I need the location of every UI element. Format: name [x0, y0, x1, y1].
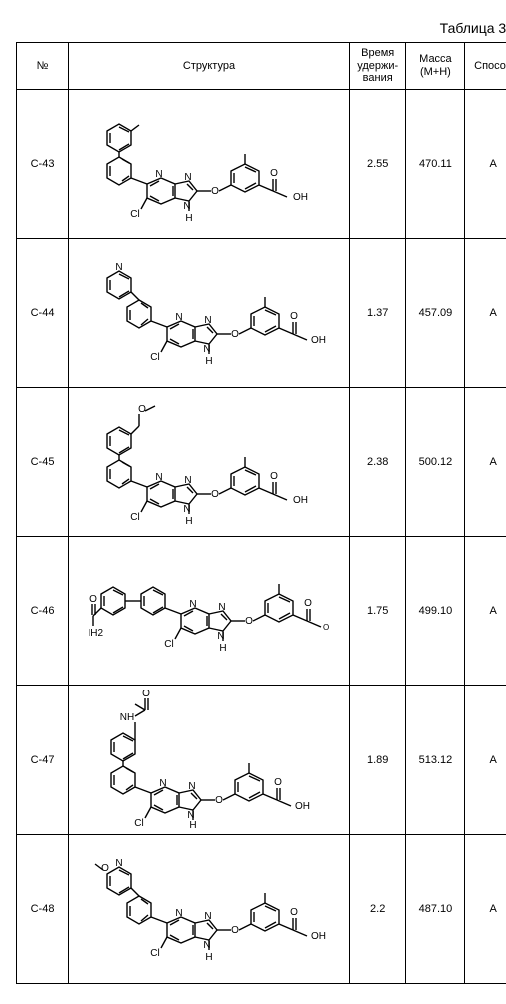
cell-retention: 1.89: [349, 685, 406, 834]
svg-text:H: H: [205, 952, 212, 963]
col-no: №: [17, 43, 69, 90]
svg-text:N: N: [115, 262, 122, 273]
svg-text:H: H: [189, 820, 196, 830]
cell-method: A: [465, 685, 506, 834]
compound-table: № Структура Время удержи-вания Масса (M+…: [16, 42, 506, 984]
svg-text:H: H: [185, 213, 192, 224]
table-title: Таблица 39: [16, 20, 506, 36]
col-structure: Структура: [69, 43, 350, 90]
svg-text:O: O: [304, 598, 312, 609]
svg-text:N: N: [155, 169, 162, 180]
cell-mass: 470.11: [406, 89, 465, 238]
cell-method: A: [465, 536, 506, 685]
svg-text:N: N: [155, 472, 162, 483]
svg-text:H: H: [219, 643, 226, 654]
cell-structure: O NH N N N H O O OH Cl: [69, 685, 350, 834]
table-row: C-48: [17, 834, 506, 983]
svg-text:N: N: [204, 911, 211, 922]
svg-text:OH: OH: [311, 931, 326, 942]
cell-no: C-47: [17, 685, 69, 834]
cell-retention: 1.75: [349, 536, 406, 685]
cell-mass: 487.10: [406, 834, 465, 983]
svg-text:H: H: [205, 356, 212, 367]
svg-text:O: O: [101, 863, 109, 874]
svg-text:Cl: Cl: [150, 352, 159, 363]
cell-method: A: [465, 89, 506, 238]
cell-structure: N N N N H O O OH Cl: [69, 238, 350, 387]
svg-text:Cl: Cl: [164, 639, 173, 650]
cell-method: A: [465, 238, 506, 387]
cell-method: A: [465, 834, 506, 983]
svg-text:N: N: [175, 312, 182, 323]
table-row: C-46: [17, 536, 506, 685]
cell-retention: 2.38: [349, 387, 406, 536]
col-method: Способ: [465, 43, 506, 90]
svg-text:O: O: [215, 795, 223, 806]
svg-text:OH: OH: [295, 801, 310, 812]
svg-text:N: N: [175, 908, 182, 919]
svg-text:OH: OH: [293, 495, 308, 506]
cell-mass: 513.12: [406, 685, 465, 834]
svg-text:Cl: Cl: [130, 209, 139, 220]
svg-text:N: N: [204, 315, 211, 326]
table-row: C-47: [17, 685, 506, 834]
svg-text:OH: OH: [311, 335, 326, 346]
cell-mass: 457.09: [406, 238, 465, 387]
cell-structure: N N N H O O OH Cl: [69, 89, 350, 238]
svg-text:N: N: [159, 778, 166, 789]
svg-text:O: O: [211, 186, 219, 197]
table-row: C-43: [17, 89, 506, 238]
header-row: № Структура Время удержи-вания Масса (M+…: [17, 43, 506, 90]
svg-text:O: O: [89, 594, 97, 605]
svg-text:OH: OH: [293, 192, 308, 203]
svg-text:N: N: [217, 631, 224, 642]
svg-text:O: O: [245, 616, 253, 627]
svg-text:O: O: [142, 690, 150, 699]
svg-text:H: H: [185, 516, 192, 527]
svg-text:O: O: [138, 404, 146, 415]
svg-text:N: N: [115, 858, 122, 869]
svg-text:N: N: [189, 599, 196, 610]
svg-text:N: N: [184, 475, 191, 486]
svg-text:N: N: [188, 781, 195, 792]
svg-text:O: O: [290, 907, 298, 918]
svg-text:O: O: [211, 489, 219, 500]
svg-text:Cl: Cl: [150, 948, 159, 959]
cell-no: C-48: [17, 834, 69, 983]
cell-no: C-46: [17, 536, 69, 685]
svg-text:OH: OH: [323, 623, 329, 632]
col-retention: Время удержи-вания: [349, 43, 406, 90]
cell-retention: 1.37: [349, 238, 406, 387]
cell-retention: 2.2: [349, 834, 406, 983]
col-mass: Масса (M+H): [406, 43, 465, 90]
cell-mass: 500.12: [406, 387, 465, 536]
cell-no: C-43: [17, 89, 69, 238]
svg-text:NH2: NH2: [89, 628, 103, 639]
svg-text:N: N: [183, 504, 190, 515]
cell-structure: O N N N N H O O OH Cl: [69, 834, 350, 983]
svg-text:O: O: [231, 925, 239, 936]
svg-text:N: N: [218, 602, 225, 613]
svg-text:N: N: [184, 172, 191, 183]
cell-retention: 2.55: [349, 89, 406, 238]
cell-mass: 499.10: [406, 536, 465, 685]
table-row: C-44: [17, 238, 506, 387]
cell-method: A: [465, 387, 506, 536]
svg-text:O: O: [270, 471, 278, 482]
table-row: C-45: [17, 387, 506, 536]
svg-text:Cl: Cl: [130, 512, 139, 523]
svg-text:N: N: [203, 344, 210, 355]
svg-text:O: O: [274, 777, 282, 788]
svg-text:O: O: [290, 311, 298, 322]
svg-text:O: O: [231, 329, 239, 340]
svg-text:O: O: [270, 168, 278, 179]
cell-structure: O N N N H O O OH Cl: [69, 387, 350, 536]
svg-text:N: N: [183, 201, 190, 212]
cell-no: C-44: [17, 238, 69, 387]
cell-structure: O NH2 N N N H O O OH Cl: [69, 536, 350, 685]
cell-no: C-45: [17, 387, 69, 536]
svg-text:N: N: [203, 940, 210, 951]
svg-text:Cl: Cl: [134, 818, 143, 829]
svg-text:NH: NH: [120, 712, 134, 723]
